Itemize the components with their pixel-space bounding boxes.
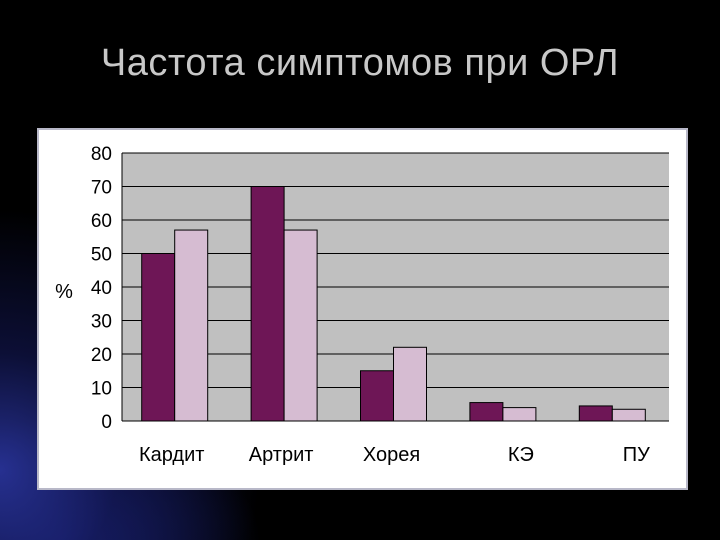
bar <box>393 346 427 422</box>
x-tick-label: Артрит <box>249 444 314 466</box>
bar <box>283 229 318 422</box>
y-tick-label: 0 <box>101 412 112 433</box>
bar <box>250 186 285 422</box>
y-tick-label: 60 <box>91 211 112 232</box>
y-tick-label: 40 <box>91 278 112 299</box>
bar <box>141 253 176 422</box>
y-tick-label: 20 <box>91 345 112 366</box>
y-tick-label: 30 <box>91 312 112 333</box>
bar <box>502 407 537 422</box>
x-tick-label: ПУ <box>623 444 650 466</box>
x-tick-label: Кардит <box>139 444 204 466</box>
slide-title: Частота симптомов при ОРЛ <box>100 42 620 84</box>
bar <box>611 408 646 422</box>
y-tick-label: 80 <box>91 144 112 165</box>
y-axis-label: % <box>55 281 73 303</box>
x-tick-label: Хорея <box>363 444 420 466</box>
x-tick-label: КЭ <box>508 444 534 466</box>
y-tick-label: 70 <box>91 178 112 199</box>
bar <box>469 402 504 422</box>
y-tick-label: 50 <box>91 245 112 266</box>
y-tick-label: 10 <box>91 379 112 400</box>
bar <box>578 405 613 422</box>
bar <box>360 370 394 422</box>
bar <box>174 229 209 422</box>
